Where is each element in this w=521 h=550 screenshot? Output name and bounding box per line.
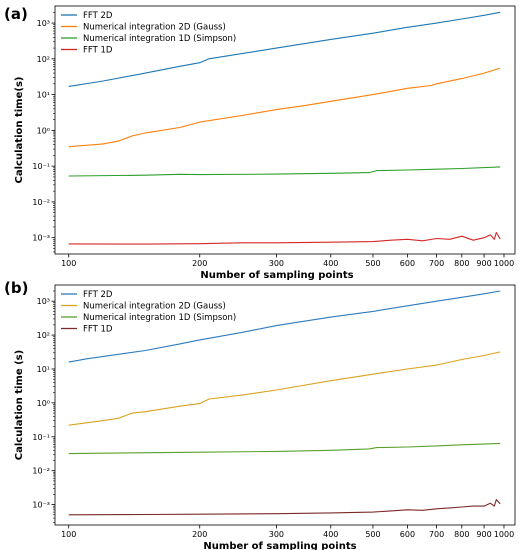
legend-entry: FFT 1D <box>83 325 113 335</box>
x-tick-label: 500 <box>365 259 380 268</box>
legend-entry: Numerical integration 1D (Simpson) <box>83 34 236 44</box>
x-tick-label: 800 <box>454 259 469 268</box>
legend-entry: FFT 1D <box>83 46 113 56</box>
legend: FFT 2D Numerical integration 2D (Gauss)Nu… <box>61 11 236 56</box>
x-tick-label: 200 <box>192 259 207 268</box>
x-tick-label: 800 <box>454 530 469 539</box>
y-tick-label: 10⁻² <box>32 198 50 207</box>
legend-entry: Numerical integration 2D (Gauss) <box>83 302 226 312</box>
legend-entry: Numerical integration 1D (Simpson) <box>83 313 236 323</box>
x-tick-label: 300 <box>269 530 284 539</box>
x-tick-label: 1000 <box>494 530 514 539</box>
x-tick-label: 900 <box>476 530 491 539</box>
y-tick-label: 10⁻¹ <box>32 162 50 171</box>
y-tick-label: 10³ <box>37 19 50 28</box>
x-tick-label: 900 <box>476 259 491 268</box>
legend-entry: FFT 2D <box>83 11 113 21</box>
y-tick-label: 10⁻³ <box>32 501 50 510</box>
legend-entry: FFT 2D <box>83 290 113 300</box>
panel-label: (b) <box>4 279 28 297</box>
x-tick-label: 100 <box>61 530 76 539</box>
x-tick-label: 600 <box>400 259 415 268</box>
y-tick-label: 10⁻³ <box>32 234 50 243</box>
x-axis-label: Number of sampling points <box>200 270 353 281</box>
x-axis-label: Number of sampling points <box>203 541 356 550</box>
series-line-1 <box>68 290 501 363</box>
series-line-2 <box>68 67 501 148</box>
x-tick-label: 500 <box>365 530 380 539</box>
y-axis-label: Calculation time (s) <box>14 350 25 460</box>
y-tick-label: 10³ <box>37 297 50 306</box>
x-tick-label: 600 <box>400 530 415 539</box>
x-tick-label: 700 <box>429 530 444 539</box>
x-tick-label: 300 <box>269 259 284 268</box>
series-line-1 <box>68 11 501 87</box>
legend-entry: Numerical integration 2D (Gauss) <box>83 23 226 33</box>
x-tick-label: 400 <box>323 530 338 539</box>
legend: FFT 2D Numerical integration 2D (Gauss)Nu… <box>61 290 236 335</box>
y-axis-label: Calculation time(s) <box>14 77 25 184</box>
plot-area <box>54 284 516 526</box>
y-tick-label: 10⁻¹ <box>32 433 50 442</box>
y-tick-label: 10² <box>37 55 50 64</box>
series-line-4 <box>68 231 501 245</box>
y-tick-label: 10⁰ <box>37 399 50 408</box>
y-tick-label: 10¹ <box>37 91 50 100</box>
series-line-4 <box>68 499 501 516</box>
chart-panel-a: (a) 100 200 300 400 500 600 700 800 900 1000 10⁻³ 10… <box>4 5 516 281</box>
x-tick-label: 400 <box>323 259 338 268</box>
y-tick-label: 10⁻² <box>32 467 50 476</box>
chart-panel-b: (b) 100 200 300 400 500 600 700 800 900 1000 10⁻³ 10… <box>4 279 516 550</box>
x-tick-label: 100 <box>61 259 76 268</box>
y-tick-label: 10⁰ <box>37 126 50 135</box>
x-tick-label: 1000 <box>494 259 514 268</box>
y-tick-label: 10¹ <box>37 365 50 374</box>
y-tick-label: 10² <box>37 331 50 340</box>
series-line-3 <box>68 166 501 177</box>
series-line-3 <box>68 442 501 455</box>
series-line-2 <box>68 351 501 426</box>
panel-label: (a) <box>4 5 28 23</box>
x-tick-label: 700 <box>429 259 444 268</box>
x-tick-label: 200 <box>192 530 207 539</box>
